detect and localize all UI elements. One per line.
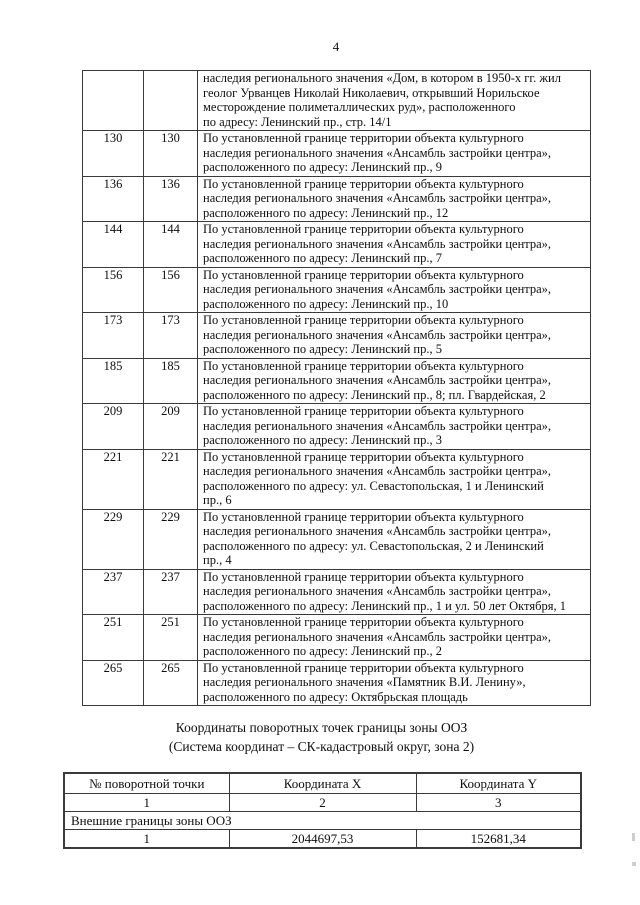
column-numbering-row: 1 2 3 <box>63 793 582 812</box>
description-cell: По установленной границе территории объе… <box>197 221 591 268</box>
table-row: 209 209 По установленной границе территори… <box>82 403 591 450</box>
table-row: 221 221 По установленной границе территори… <box>82 448 591 510</box>
point-number-cell: 1 <box>63 829 230 849</box>
description-cell: По установленной границе территории объе… <box>197 614 591 661</box>
coordinates-table: № поворотной точки Координата X Координа… <box>63 772 582 849</box>
column-header-coordinate-y: Координата Y <box>415 772 582 794</box>
table-row: 265 265 По установленной границе территори… <box>82 659 591 706</box>
table-row: 144 144 По установленной границе территори… <box>82 221 591 268</box>
table-row: 173 173 По установленной границе территори… <box>82 312 591 359</box>
table-row: 251 251 По установленной границе территори… <box>82 614 591 661</box>
description-cell: По установленной границе территории объе… <box>197 508 591 570</box>
table-row: 185 185 По установленной границе территори… <box>82 357 591 404</box>
point-number-cell: 265 <box>82 659 144 706</box>
point-number-cell: 237 <box>82 568 144 615</box>
point-number-cell: 221 <box>82 448 144 510</box>
description-cell: По установленной границе территории объе… <box>197 568 591 615</box>
table-row: 130 130 По установленной границе территори… <box>82 130 591 177</box>
point-number-cell: 136 <box>143 175 198 222</box>
point-number-cell: 265 <box>143 659 198 706</box>
column-header-coordinate-x: Координата X <box>228 772 417 794</box>
table-row: 229 229 По установленной границе территори… <box>82 508 591 570</box>
point-number-cell: 130 <box>82 130 144 177</box>
point-number-cell: 173 <box>82 312 144 359</box>
column-number-3: 3 <box>415 793 582 812</box>
point-number-cell: 173 <box>143 312 198 359</box>
coordinate-row: 1 2044697,53 152681,34 <box>63 829 582 849</box>
description-cell: По установленной границе территории объе… <box>197 175 591 222</box>
description-cell: По установленной границе территории объе… <box>197 312 591 359</box>
point-number-cell: 209 <box>82 403 144 450</box>
point-number-cell <box>82 70 144 131</box>
point-number-cell: 136 <box>82 175 144 222</box>
scan-artifact <box>632 862 636 866</box>
point-number-cell: 144 <box>82 221 144 268</box>
point-number-cell: 229 <box>143 508 198 570</box>
point-number-cell: 251 <box>82 614 144 661</box>
description-cell: По установленной границе территории объе… <box>197 357 591 404</box>
point-number-cell: 156 <box>143 266 198 313</box>
description-cell: По установленной границе территории объе… <box>197 659 591 706</box>
coordinate-y-cell: 152681,34 <box>415 829 582 849</box>
point-number-cell: 251 <box>143 614 198 661</box>
section-label: Внешние границы зоны ООЗ <box>63 811 582 830</box>
column-number-2: 2 <box>228 793 417 812</box>
column-number-1: 1 <box>63 793 230 812</box>
coordinates-heading: Координаты поворотных точек границы зоны… <box>63 719 580 756</box>
table-row: 237 237 По установленной границе территори… <box>82 568 591 615</box>
coordinates-heading-line2: (Система координат – СК-кадастровый окру… <box>168 738 475 754</box>
description-cell: По установленной границе территории объе… <box>197 448 591 510</box>
coordinate-x-cell: 2044697,53 <box>228 829 417 849</box>
description-cell: По установленной границе территории объе… <box>197 130 591 177</box>
point-number-cell: 144 <box>143 221 198 268</box>
column-header-point-number: № поворотной точки <box>63 772 230 794</box>
point-number-cell: 156 <box>82 266 144 313</box>
table-row: 156 156 По установленной границе территори… <box>82 266 591 313</box>
point-number-cell: 209 <box>143 403 198 450</box>
point-number-cell: 185 <box>82 357 144 404</box>
point-number-cell: 130 <box>143 130 198 177</box>
coordinates-header-row: № поворотной точки Координата X Координа… <box>63 772 582 794</box>
page-number: 4 <box>332 39 340 54</box>
scan-artifact <box>632 833 635 841</box>
section-row: Внешние границы зоны ООЗ <box>63 811 582 830</box>
boundary-description-table: наследия регионального значения «Дом, в … <box>82 70 591 706</box>
description-cell: По установленной границе территории объе… <box>197 403 591 450</box>
description-cell: наследия регионального значения «Дом, в … <box>197 70 591 131</box>
point-number-cell: 237 <box>143 568 198 615</box>
coordinates-heading-line1: Координаты поворотных точек границы зоны… <box>175 720 468 735</box>
table-row: 136 136 По установленной границе территори… <box>82 175 591 222</box>
point-number-cell: 221 <box>143 448 198 510</box>
point-number-cell <box>143 70 198 131</box>
table-row: наследия регионального значения «Дом, в … <box>82 70 591 131</box>
point-number-cell: 229 <box>82 508 144 570</box>
description-cell: По установленной границе территории объе… <box>197 266 591 313</box>
point-number-cell: 185 <box>143 357 198 404</box>
